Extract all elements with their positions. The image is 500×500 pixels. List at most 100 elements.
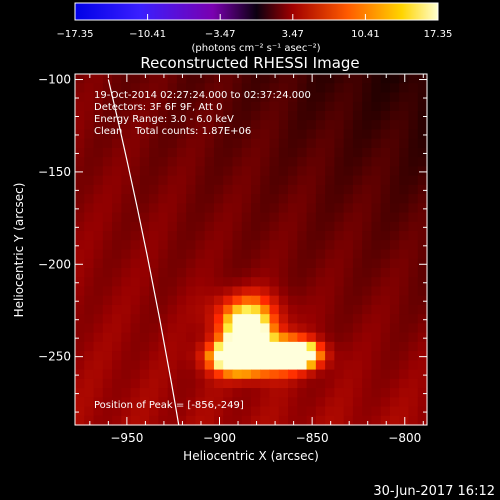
heatmap-pixel bbox=[213, 360, 224, 371]
heatmap-pixel bbox=[158, 110, 169, 121]
heatmap-pixel bbox=[93, 83, 104, 94]
heatmap-pixel bbox=[176, 397, 187, 408]
heatmap-pixel bbox=[343, 175, 354, 186]
heatmap-pixel bbox=[343, 110, 354, 121]
heatmap-pixel bbox=[176, 415, 187, 426]
heatmap-pixel bbox=[93, 138, 104, 149]
heatmap-pixel bbox=[232, 157, 243, 167]
heatmap-pixel bbox=[139, 304, 150, 315]
heatmap-pixel bbox=[352, 369, 363, 380]
heatmap-pixel bbox=[241, 101, 252, 112]
heatmap-pixel bbox=[232, 378, 243, 389]
y-tick-label: −200 bbox=[38, 257, 71, 271]
heatmap-pixel bbox=[371, 397, 382, 408]
heatmap-pixel bbox=[84, 397, 95, 408]
heatmap-pixel bbox=[93, 378, 104, 389]
heatmap-pixel bbox=[149, 231, 159, 241]
heatmap-pixel bbox=[352, 332, 363, 343]
heatmap-pixel bbox=[75, 360, 85, 371]
heatmap-pixel bbox=[139, 74, 150, 84]
heatmap-pixel bbox=[380, 194, 391, 204]
heatmap-pixel bbox=[130, 415, 141, 426]
heatmap-pixel bbox=[343, 184, 354, 195]
heatmap-pixel bbox=[334, 295, 345, 306]
heatmap-pixel bbox=[306, 360, 317, 371]
heatmap-pixel bbox=[334, 101, 345, 112]
heatmap-pixel bbox=[417, 231, 428, 241]
heatmap-pixel bbox=[223, 406, 234, 417]
heatmap-pixel bbox=[260, 267, 271, 278]
heatmap-pixel bbox=[269, 249, 280, 260]
heatmap-pixel bbox=[93, 267, 104, 278]
heatmap-pixel bbox=[260, 415, 271, 426]
heatmap-pixel bbox=[195, 249, 206, 260]
heatmap-pixel bbox=[75, 249, 85, 260]
heatmap-pixel bbox=[158, 101, 169, 112]
heatmap-pixel bbox=[121, 415, 132, 426]
heatmap-pixel bbox=[288, 360, 298, 371]
heatmap-pixel bbox=[84, 406, 95, 417]
heatmap-pixel bbox=[93, 194, 104, 204]
heatmap-pixel bbox=[251, 221, 261, 232]
heatmap-pixel bbox=[112, 341, 122, 352]
heatmap-pixel bbox=[121, 147, 132, 158]
heatmap-pixel bbox=[149, 304, 159, 315]
heatmap-pixel bbox=[380, 147, 391, 158]
heatmap-pixel bbox=[278, 83, 289, 94]
heatmap-pixel bbox=[232, 397, 243, 408]
heatmap-pixel bbox=[121, 258, 132, 269]
heatmap-pixel bbox=[121, 314, 132, 324]
heatmap-pixel bbox=[75, 341, 85, 352]
heatmap-pixel bbox=[389, 175, 400, 186]
heatmap-pixel bbox=[362, 203, 373, 214]
heatmap-pixel bbox=[288, 175, 298, 186]
heatmap-pixel bbox=[260, 212, 271, 223]
heatmap-pixel bbox=[112, 120, 122, 131]
heatmap-pixel bbox=[139, 221, 150, 232]
heatmap-pixel bbox=[93, 415, 104, 426]
heatmap-pixel bbox=[315, 351, 326, 361]
heatmap-pixel bbox=[223, 304, 234, 315]
heatmap-pixel bbox=[232, 166, 243, 177]
heatmap-pixel bbox=[130, 129, 141, 140]
heatmap-pixel bbox=[343, 415, 354, 426]
heatmap-pixel bbox=[278, 369, 289, 380]
heatmap-pixel bbox=[149, 175, 159, 186]
heatmap-pixel bbox=[352, 341, 363, 352]
heatmap-pixel bbox=[204, 323, 215, 334]
heatmap-pixel bbox=[343, 267, 354, 278]
heatmap-pixel bbox=[399, 120, 410, 131]
y-tick-label: −250 bbox=[38, 350, 71, 364]
heatmap-pixel bbox=[232, 92, 243, 103]
heatmap-pixel bbox=[195, 212, 206, 223]
heatmap-pixel bbox=[288, 101, 298, 112]
heatmap-pixel bbox=[232, 147, 243, 158]
heatmap-pixel bbox=[315, 397, 326, 408]
heatmap-pixel bbox=[186, 286, 197, 297]
heatmap-pixel bbox=[334, 351, 345, 361]
heatmap-pixel bbox=[306, 175, 317, 186]
heatmap-pixel bbox=[241, 332, 252, 343]
heatmap-pixel bbox=[260, 83, 271, 94]
heatmap-pixel bbox=[176, 110, 187, 121]
heatmap-pixel bbox=[399, 74, 410, 84]
heatmap-pixel bbox=[232, 184, 243, 195]
heatmap-pixel bbox=[269, 341, 280, 352]
heatmap-pixel bbox=[213, 194, 224, 204]
heatmap-pixel bbox=[121, 240, 132, 251]
heatmap-pixel bbox=[278, 231, 289, 241]
heatmap-pixel bbox=[352, 351, 363, 361]
heatmap-pixel bbox=[158, 129, 169, 140]
heatmap-pixel bbox=[380, 341, 391, 352]
heatmap-pixel bbox=[288, 92, 298, 103]
heatmap-pixel bbox=[399, 314, 410, 324]
heatmap-pixel bbox=[315, 129, 326, 140]
heatmap-pixel bbox=[167, 129, 178, 140]
heatmap-pixel bbox=[223, 120, 234, 131]
heatmap-pixel bbox=[389, 74, 400, 84]
heatmap-pixel bbox=[334, 277, 345, 288]
heatmap-pixel bbox=[417, 129, 428, 140]
heatmap-pixel bbox=[362, 110, 373, 121]
heatmap-pixel bbox=[315, 175, 326, 186]
heatmap-pixel bbox=[158, 212, 169, 223]
